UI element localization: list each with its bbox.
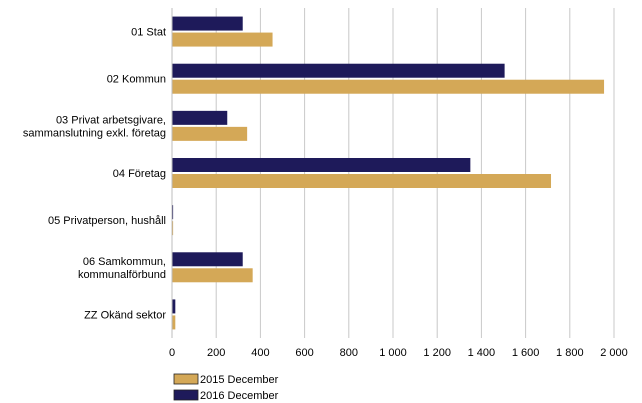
x-tick-label: 1 000 <box>379 347 407 359</box>
legend-label: 2016 December <box>200 390 279 402</box>
x-tick-label: 200 <box>207 347 225 359</box>
x-tick-label: 0 <box>169 347 175 359</box>
category-label: 04 Företag <box>113 168 166 180</box>
bar-dec-2016 <box>172 16 243 31</box>
bar-dec-2016 <box>172 110 228 125</box>
bar-dec-2016 <box>172 158 471 172</box>
bar-dec-2016 <box>172 252 243 267</box>
bar-dec-2016 <box>172 63 505 78</box>
bar-dec-2015 <box>172 315 176 330</box>
x-tick-labels: 0 200 400 600 800 1 000 1 200 1 400 1 600 1 800 2 … <box>169 347 628 359</box>
bars <box>172 16 605 330</box>
category-label: ZZ Okänd sektor <box>84 309 166 321</box>
legend-label: 2015 December <box>200 374 279 386</box>
gridlines <box>215 8 615 338</box>
legend-swatch <box>173 373 199 385</box>
legend-swatch <box>173 389 199 401</box>
legend: 2015 December 2016 December <box>173 373 279 402</box>
bar-dec-2016 <box>172 299 176 314</box>
x-tick-label: 600 <box>295 347 313 359</box>
x-tick-label: 2 000 <box>600 347 628 359</box>
bar-dec-2015 <box>172 126 248 141</box>
category-label: sammanslutning exkl. företag <box>23 127 166 139</box>
bar-dec-2015 <box>172 174 552 188</box>
x-tick-label: 1 800 <box>556 347 584 359</box>
x-tick-label: 400 <box>251 347 269 359</box>
x-tick-label: 1 600 <box>512 347 540 359</box>
category-label: kommunalförbund <box>78 269 166 281</box>
category-labels: 01 Stat 02 Kommun 03 Privat arbetsgivare,s… <box>23 27 166 322</box>
x-tick-label: 1 200 <box>423 347 451 359</box>
bar-dec-2015 <box>172 268 253 283</box>
bar-dec-2015 <box>172 221 174 236</box>
bar-dec-2016 <box>172 205 174 220</box>
x-tick-label: 1 400 <box>468 347 496 359</box>
category-label: 02 Kommun <box>107 74 166 86</box>
category-label: 01 Stat <box>131 27 166 39</box>
category-label: 03 Privat arbetsgivare, <box>56 114 166 126</box>
x-tick-label: 800 <box>340 347 358 359</box>
bar-dec-2015 <box>172 79 605 94</box>
bar-dec-2015 <box>172 32 273 47</box>
category-label: 05 Privatperson, hushåll <box>48 215 166 227</box>
category-label: 06 Samkommun, <box>83 256 166 268</box>
